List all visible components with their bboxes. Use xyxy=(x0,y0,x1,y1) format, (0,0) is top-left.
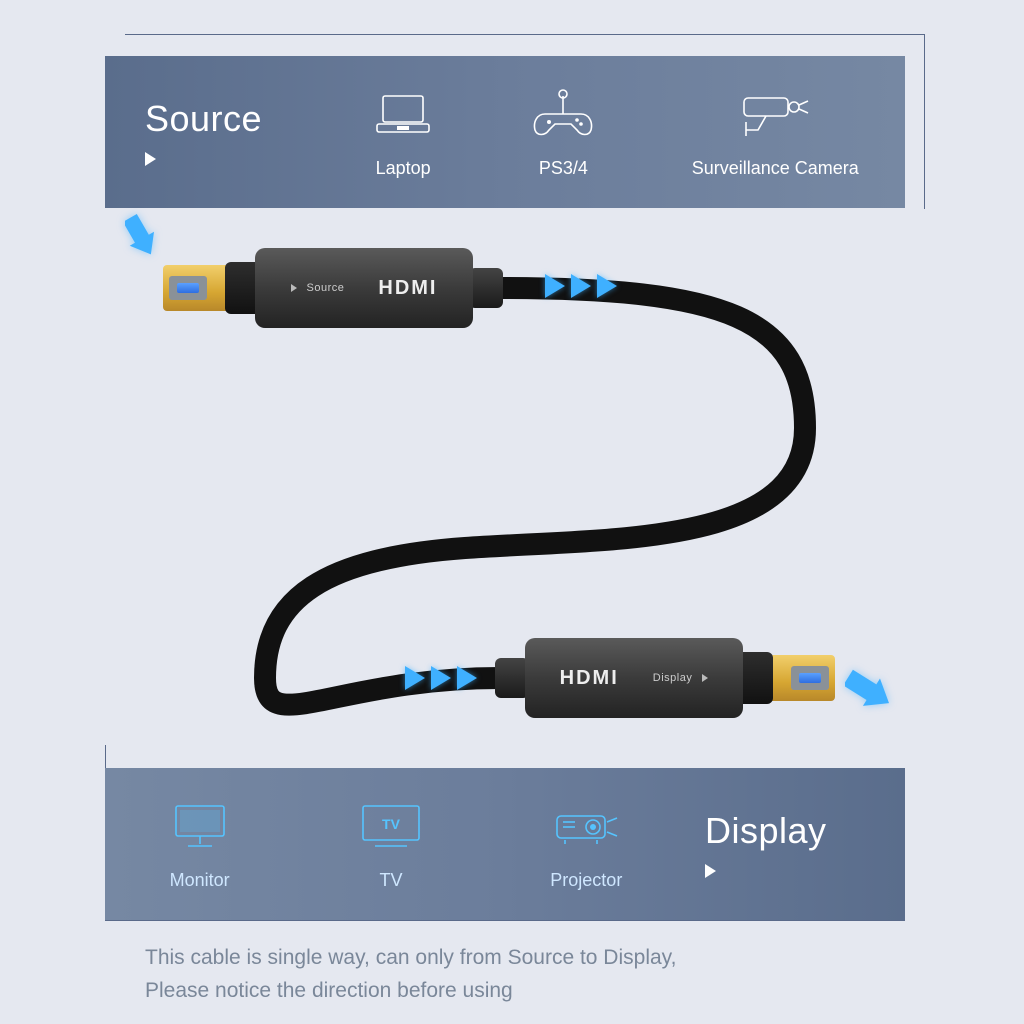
tv-icon: TV xyxy=(357,798,425,854)
monitor-icon xyxy=(168,798,232,854)
bottom-frame-horizontal xyxy=(105,920,905,921)
flow-arrows-top xyxy=(545,274,617,298)
surveillance-camera-icon xyxy=(736,86,814,142)
hdmi-port-face xyxy=(791,666,829,690)
play-triangle-icon xyxy=(705,864,716,878)
hdmi-logo: HDMI xyxy=(378,277,437,300)
cable-joint xyxy=(495,658,529,698)
source-item-camera: Surveillance Camera xyxy=(692,86,859,179)
footnote: This cable is single way, can only from … xyxy=(145,942,885,1007)
display-item-label: TV xyxy=(379,870,402,891)
footnote-line1: This cable is single way, can only from … xyxy=(145,942,885,975)
hdmi-body: HDMI Display xyxy=(525,638,743,718)
source-item-label: Laptop xyxy=(376,158,431,179)
cable-joint xyxy=(469,268,503,308)
hdmi-body: Source HDMI xyxy=(255,248,473,328)
gamepad-icon xyxy=(527,86,599,142)
connector-mini-label: Source xyxy=(307,282,345,294)
source-title: Source xyxy=(145,98,315,140)
laptop-icon xyxy=(371,86,435,142)
connector-mini-label: Display xyxy=(653,672,693,684)
display-items: Monitor TV TV Projector xyxy=(105,768,685,920)
footnote-line2: Please notice the direction before using xyxy=(145,975,885,1008)
display-banner: Monitor TV TV Projector Display xyxy=(105,768,905,920)
play-triangle-icon xyxy=(145,152,156,166)
display-title: Display xyxy=(705,810,827,852)
direction-triangle-icon xyxy=(291,284,297,292)
hdmi-connector-source: Source HDMI xyxy=(255,248,473,328)
cable-illustration: Source HDMI HDMI Display xyxy=(105,208,905,768)
display-item-label: Projector xyxy=(550,870,622,891)
hdmi-connector-display: HDMI Display xyxy=(525,638,743,718)
display-item-projector: Projector xyxy=(550,798,622,891)
display-item-label: Monitor xyxy=(170,870,230,891)
source-item-gamepad: PS3/4 xyxy=(527,86,599,179)
source-item-laptop: Laptop xyxy=(371,86,435,179)
source-banner: Source Laptop PS3/4 Surveillance Camera xyxy=(105,56,905,208)
direction-triangle-icon xyxy=(702,674,708,682)
source-title-block: Source xyxy=(105,98,325,166)
projector-icon xyxy=(551,798,621,854)
source-items: Laptop PS3/4 Surveillance Camera xyxy=(325,56,905,208)
display-item-tv: TV TV xyxy=(357,798,425,891)
hdmi-logo: HDMI xyxy=(560,667,619,690)
source-item-label: Surveillance Camera xyxy=(692,158,859,179)
display-title-block: Display xyxy=(685,810,905,878)
hdmi-port-face xyxy=(169,276,207,300)
top-frame-horizontal xyxy=(125,34,925,35)
flow-arrows-bottom xyxy=(405,666,477,690)
svg-text:TV: TV xyxy=(382,816,401,832)
display-item-monitor: Monitor xyxy=(168,798,232,891)
top-frame-vertical xyxy=(924,34,925,209)
source-item-label: PS3/4 xyxy=(539,158,588,179)
